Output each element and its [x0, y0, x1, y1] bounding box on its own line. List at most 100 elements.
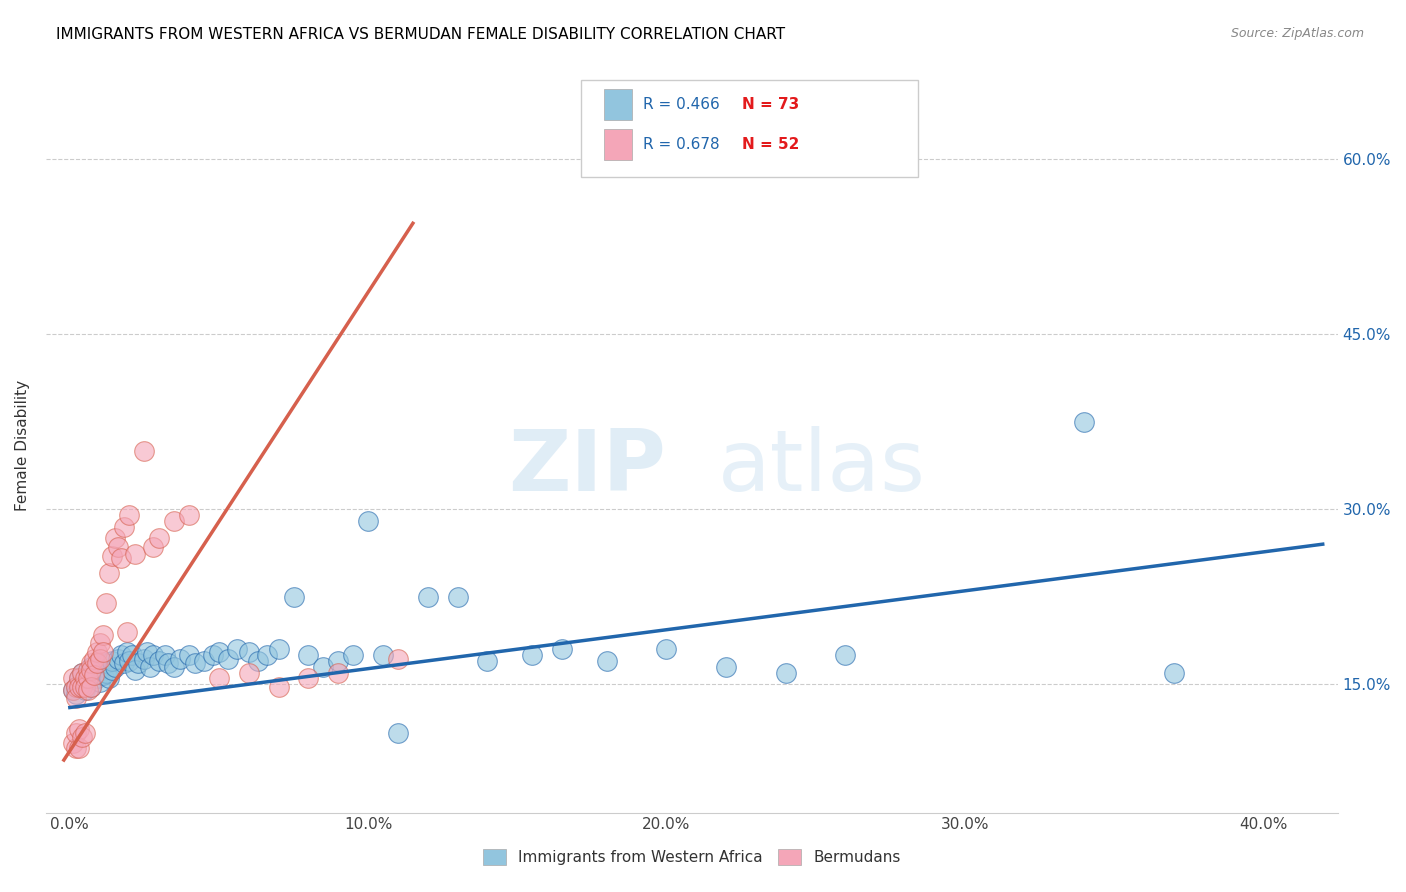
Point — [67, 677, 90, 691]
Point — [118, 654, 141, 668]
Point — [89, 659, 111, 673]
Point — [297, 671, 319, 685]
Point — [73, 680, 96, 694]
Point — [70, 665, 93, 680]
Point — [522, 648, 544, 662]
Point — [342, 648, 364, 662]
Point — [256, 648, 278, 662]
Point — [107, 540, 129, 554]
Point — [62, 683, 84, 698]
Point — [97, 566, 120, 581]
Point — [62, 683, 84, 698]
Point — [163, 659, 186, 673]
Point — [157, 656, 180, 670]
Point — [1163, 665, 1185, 680]
Point — [73, 683, 96, 698]
Point — [127, 656, 149, 670]
Point — [65, 741, 87, 756]
Point — [89, 636, 111, 650]
Point — [62, 671, 84, 685]
Point — [112, 519, 135, 533]
Point — [65, 726, 87, 740]
Text: Source: ZipAtlas.com: Source: ZipAtlas.com — [1230, 27, 1364, 40]
Point — [67, 722, 90, 736]
Point — [76, 683, 98, 698]
Point — [225, 642, 247, 657]
Point — [65, 686, 87, 700]
Point — [775, 665, 797, 680]
Point — [107, 651, 129, 665]
Point — [91, 644, 114, 658]
Point — [89, 651, 111, 665]
Point — [387, 726, 409, 740]
Point — [136, 644, 159, 658]
Text: N = 52: N = 52 — [742, 136, 800, 152]
Point — [1073, 415, 1095, 429]
Point — [134, 651, 156, 665]
Point — [76, 668, 98, 682]
Point — [655, 642, 678, 657]
Point — [67, 671, 90, 685]
Point — [714, 659, 737, 673]
Legend: Immigrants from Western Africa, Bermudans: Immigrants from Western Africa, Bermudan… — [477, 843, 907, 871]
Point — [100, 549, 122, 563]
Point — [76, 671, 98, 685]
Point — [834, 648, 856, 662]
Point — [121, 648, 143, 662]
Point — [118, 508, 141, 522]
Point — [73, 674, 96, 689]
Text: R = 0.678: R = 0.678 — [643, 136, 720, 152]
Point — [100, 663, 122, 677]
Point — [100, 654, 122, 668]
Point — [124, 547, 146, 561]
Point — [73, 726, 96, 740]
Point — [80, 680, 103, 694]
Point — [155, 648, 177, 662]
Text: IMMIGRANTS FROM WESTERN AFRICA VS BERMUDAN FEMALE DISABILITY CORRELATION CHART: IMMIGRANTS FROM WESTERN AFRICA VS BERMUD… — [56, 27, 786, 42]
Point — [91, 668, 114, 682]
Point — [65, 680, 87, 694]
Point — [80, 680, 103, 694]
Point — [267, 642, 290, 657]
Point — [387, 651, 409, 665]
Point — [80, 656, 103, 670]
Point — [86, 656, 108, 670]
Point — [70, 680, 93, 694]
Point — [73, 671, 96, 685]
Y-axis label: Female Disability: Female Disability — [15, 379, 30, 510]
Point — [238, 665, 260, 680]
Point — [139, 659, 162, 673]
Point — [94, 656, 117, 670]
Point — [179, 648, 201, 662]
Point — [416, 590, 439, 604]
Point — [217, 651, 239, 665]
Point — [62, 735, 84, 749]
Point — [134, 443, 156, 458]
Point — [202, 648, 225, 662]
Point — [65, 680, 87, 694]
Point — [142, 540, 165, 554]
Point — [70, 665, 93, 680]
Point — [103, 659, 125, 673]
Point — [83, 668, 105, 682]
Point — [97, 671, 120, 685]
Point — [446, 590, 468, 604]
Point — [596, 654, 619, 668]
Point — [91, 628, 114, 642]
Point — [267, 680, 290, 694]
Text: ZIP: ZIP — [508, 425, 666, 508]
Point — [283, 590, 305, 604]
Point — [76, 671, 98, 685]
Point — [65, 691, 87, 706]
Point — [83, 651, 105, 665]
Point — [179, 508, 201, 522]
Point — [76, 663, 98, 677]
Point — [110, 551, 132, 566]
Point — [357, 514, 380, 528]
Point — [371, 648, 394, 662]
Point — [89, 674, 111, 689]
Point — [328, 665, 350, 680]
Point — [551, 642, 574, 657]
Point — [86, 665, 108, 680]
Point — [86, 671, 108, 685]
